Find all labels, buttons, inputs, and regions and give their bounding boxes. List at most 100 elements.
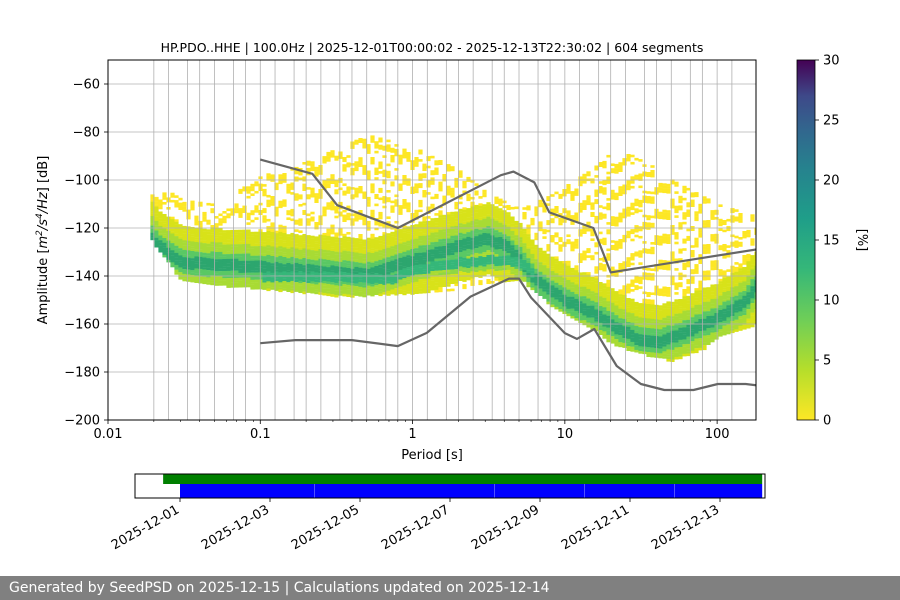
psd-density-cell (470, 206, 475, 210)
psd-density-cell (438, 282, 443, 285)
psd-density-cell (510, 259, 515, 263)
psd-density-cell (450, 214, 455, 217)
psd-density-cell (538, 293, 543, 296)
psd-density-cell (378, 267, 383, 270)
psd-density-cell (342, 164, 347, 167)
psd-density-cell (298, 230, 303, 233)
psd-density-cell (178, 207, 183, 210)
psd-density-cell (554, 282, 559, 286)
psd-density-cell (150, 204, 155, 207)
psd-density-cell (590, 204, 595, 208)
psd-density-cell (470, 235, 475, 238)
psd-density-cell (358, 258, 363, 261)
psd-density-cell (630, 205, 635, 208)
psd-density-cell (294, 282, 299, 285)
psd-density-cell (206, 234, 211, 237)
psd-density-cell (362, 280, 367, 283)
psd-density-cell (682, 325, 687, 328)
psd-density-cell (406, 267, 411, 270)
psd-density-cell (570, 308, 575, 312)
psd-density-cell (542, 260, 547, 263)
psd-density-cell (454, 235, 459, 239)
psd-density-cell (266, 242, 271, 246)
psd-density-cell (294, 166, 299, 170)
psd-density-cell (702, 220, 707, 223)
psd-density-cell (150, 225, 155, 229)
psd-density-cell (598, 190, 603, 194)
psd-density-cell (542, 272, 547, 275)
psd-density-cell (306, 273, 311, 277)
psd-density-cell (314, 277, 319, 280)
psd-density-cell (510, 264, 515, 268)
psd-density-cell (582, 305, 587, 309)
psd-density-cell (626, 230, 631, 234)
psd-density-cell (518, 249, 523, 252)
psd-density-cell (334, 290, 339, 293)
psd-density-cell (266, 286, 271, 289)
psd-density-cell (670, 330, 675, 334)
psd-density-cell (658, 336, 663, 340)
psd-density-cell (274, 240, 279, 243)
psd-density-cell (334, 294, 339, 298)
psd-density-cell (314, 282, 319, 285)
psd-density-cell (690, 322, 695, 325)
psd-density-cell (534, 290, 539, 293)
psd-density-cell (450, 279, 455, 282)
psd-density-cell (162, 197, 167, 200)
psd-density-cell (358, 282, 363, 285)
psd-density-cell (626, 326, 631, 330)
psd-density-cell (286, 210, 291, 213)
psd-density-cell (314, 224, 319, 227)
psd-density-cell (150, 206, 155, 209)
psd-density-cell (442, 243, 447, 247)
psd-density-cell (662, 315, 667, 318)
psd-density-cell (270, 284, 275, 288)
psd-density-cell (430, 244, 435, 248)
psd-density-cell (634, 301, 639, 305)
psd-density-cell (302, 183, 307, 187)
psd-density-cell (670, 306, 675, 310)
psd-density-cell (402, 249, 407, 252)
psd-density-cell (402, 278, 407, 281)
psd-density-cell (162, 247, 167, 251)
psd-density-cell (698, 345, 703, 348)
psd-density-cell (702, 277, 707, 281)
psd-density-cell (694, 240, 699, 243)
psd-density-cell (342, 281, 347, 285)
psd-density-cell (614, 271, 619, 275)
psd-density-cell (598, 325, 603, 328)
psd-density-cell (690, 202, 695, 205)
psd-density-cell (554, 290, 559, 293)
psd-density-cell (634, 157, 639, 161)
psd-density-cell (378, 247, 383, 251)
psd-density-cell (366, 280, 371, 284)
psd-density-cell (234, 249, 239, 252)
psd-density-cell (390, 267, 395, 271)
psd-density-cell (518, 270, 523, 274)
psd-density-cell (658, 182, 663, 186)
psd-density-cell (354, 166, 359, 169)
psd-density-cell (390, 207, 395, 211)
psd-density-cell (638, 281, 643, 285)
psd-density-cell (598, 332, 603, 335)
psd-density-cell (418, 202, 423, 205)
psd-density-cell (366, 259, 371, 262)
psd-density-cell (586, 286, 591, 290)
psd-density-cell (498, 251, 503, 254)
psd-density-cell (474, 183, 479, 186)
psd-density-cell (658, 355, 663, 359)
psd-density-cell (286, 217, 291, 220)
psd-density-cell (662, 293, 667, 297)
psd-density-cell (162, 252, 167, 255)
psd-density-cell (510, 238, 515, 241)
psd-density-cell (478, 220, 483, 223)
psd-density-cell (702, 270, 707, 274)
psd-density-cell (614, 195, 619, 198)
psd-density-cell (454, 182, 459, 186)
psd-density-cell (606, 222, 611, 225)
psd-density-cell (666, 332, 671, 336)
psd-density-cell (350, 239, 355, 243)
psd-density-cell (198, 276, 203, 279)
psd-density-cell (330, 277, 335, 280)
psd-density-cell (334, 208, 339, 212)
